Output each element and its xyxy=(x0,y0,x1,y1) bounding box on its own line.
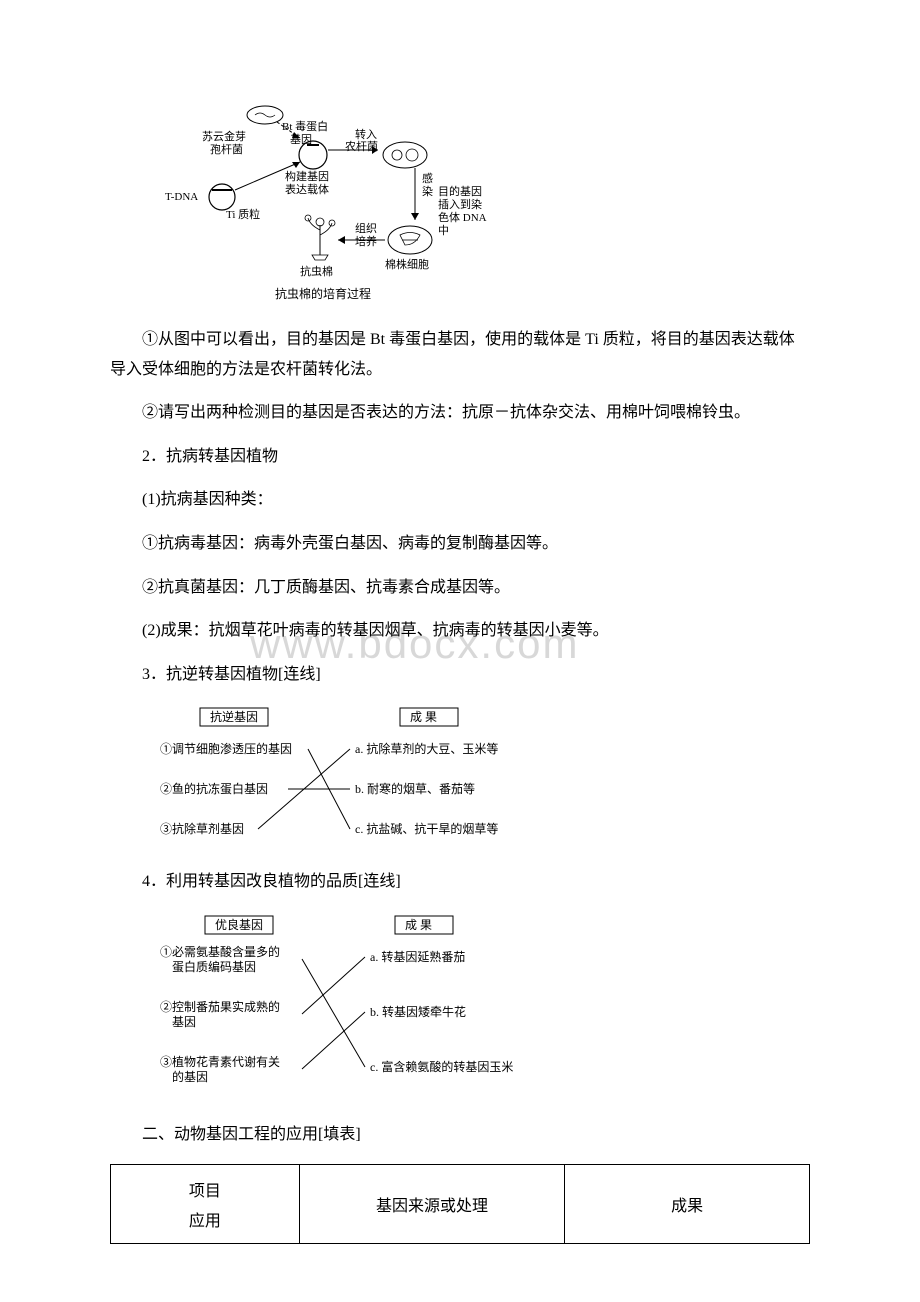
c2-l1a: ②控制番茄果实成熟的 xyxy=(160,999,280,1014)
para-5: ①抗病毒基因：病毒外壳蛋白基因、病毒的复制酶基因等。 xyxy=(110,529,810,559)
c1-r0: a. 抗除草剂的大豆、玉米等 xyxy=(355,741,498,756)
para-4: (1)抗病基因种类： xyxy=(110,485,810,515)
label-zuzhi: 组织 xyxy=(355,221,377,235)
c2-r2: c. 富含赖氨酸的转基因玉米 xyxy=(370,1059,513,1074)
para-6: ②抗真菌基因：几丁质酶基因、抗毒素合成基因等。 xyxy=(110,573,810,603)
label-zhong: 中 xyxy=(438,224,449,237)
c2-r0: a. 转基因延熟番茄 xyxy=(370,949,465,964)
label-sujin: 苏云金芽 xyxy=(202,129,246,143)
c2-r1: b. 转基因矮牵牛花 xyxy=(370,1004,466,1019)
label-nongganjun: 农杆菌 xyxy=(345,139,378,153)
para-10: 二、动物基因工程的应用[填表] xyxy=(110,1120,810,1150)
c1-l0: ①调节细胞渗透压的基因 xyxy=(160,741,292,756)
label-ti: Ti 质粒 xyxy=(226,207,260,221)
para-8: 3．抗逆转基因植物[连线] xyxy=(110,660,810,690)
label-tdna: T-DNA xyxy=(165,191,198,203)
plant-icon xyxy=(305,215,335,260)
c2-l0b: 蛋白质编码基因 xyxy=(172,959,256,974)
label-seti: 色体 DNA xyxy=(438,210,487,224)
c1-rh: 成 果 xyxy=(410,710,437,724)
c2-l1b: 基因 xyxy=(172,1015,196,1029)
th-project: 项目 xyxy=(121,1177,289,1201)
c1-r1: b. 耐寒的烟草、番茄等 xyxy=(355,781,475,796)
c1-lh: 抗逆基因 xyxy=(210,709,258,724)
c2-lh: 优良基因 xyxy=(215,917,263,932)
label-gan: 感 xyxy=(422,172,433,185)
para-1: ①从图中可以看出，目的基因是 Bt 毒蛋白基因，使用的载体是 Ti 质粒，将目的… xyxy=(110,325,810,384)
connect-diagram-2: 优良基因 成 果 ①必需氨基酸含量多的 蛋白质编码基因 ②控制番茄果实成熟的 基… xyxy=(160,911,560,1106)
label-kangchong: 抗虫棉 xyxy=(300,264,333,278)
th-result: 成果 xyxy=(565,1164,810,1243)
c1-l2: ③抗除草剂基因 xyxy=(160,821,244,836)
c1-r2: c. 抗盐碱、抗干旱的烟草等 xyxy=(355,821,498,836)
th-source: 基因来源或处理 xyxy=(299,1164,565,1243)
para-9: 4．利用转基因改良植物的品质[连线] xyxy=(110,867,810,897)
diagram-title: 抗虫棉的培育过程 xyxy=(275,286,371,301)
c2-l2a: ③植物花青素代谢有关 xyxy=(160,1054,280,1069)
para-2: ②请写出两种检测目的基因是否表达的方法：抗原－抗体杂交法、用棉叶饲喂棉铃虫。 xyxy=(110,398,810,428)
label-peiyang: 培养 xyxy=(355,234,377,248)
connect-diagram-1: 抗逆基因 成 果 ①调节细胞渗透压的基因 ②鱼的抗冻蛋白基因 ③抗除草剂基因 a… xyxy=(160,703,560,853)
label-ran: 染 xyxy=(422,184,433,198)
label-ganjun: 孢杆菌 xyxy=(210,142,243,156)
label-mianzhu: 棉株细胞 xyxy=(385,257,429,271)
application-table: 项目 应用 基因来源或处理 成果 xyxy=(110,1164,810,1244)
label-charu: 插入到染 xyxy=(438,197,482,211)
label-goujian: 构建基因 xyxy=(285,169,329,183)
label-zhuanru: 转入 xyxy=(355,127,377,141)
c2-l0a: ①必需氨基酸含量多的 xyxy=(160,944,280,959)
label-mudi: 目的基因 xyxy=(438,184,482,198)
para-7: (2)成果：抗烟草花叶病毒的转基因烟草、抗病毒的转基因小麦等。 xyxy=(110,616,810,646)
th-application: 应用 xyxy=(121,1207,289,1231)
label-bt: Bt 毒蛋白 xyxy=(282,119,328,133)
c1-l1: ②鱼的抗冻蛋白基因 xyxy=(160,781,268,796)
c2-l2b: 的基因 xyxy=(172,1069,208,1084)
para-3: 2．抗病转基因植物 xyxy=(110,442,810,472)
c2-rh: 成 果 xyxy=(405,918,432,932)
label-biaoda: 表达载体 xyxy=(285,182,329,196)
breeding-diagram: Bt 毒蛋白 基因 苏云金芽 孢杆菌 转入 农杆菌 T-DNA Ti 质粒 构建… xyxy=(160,100,490,305)
